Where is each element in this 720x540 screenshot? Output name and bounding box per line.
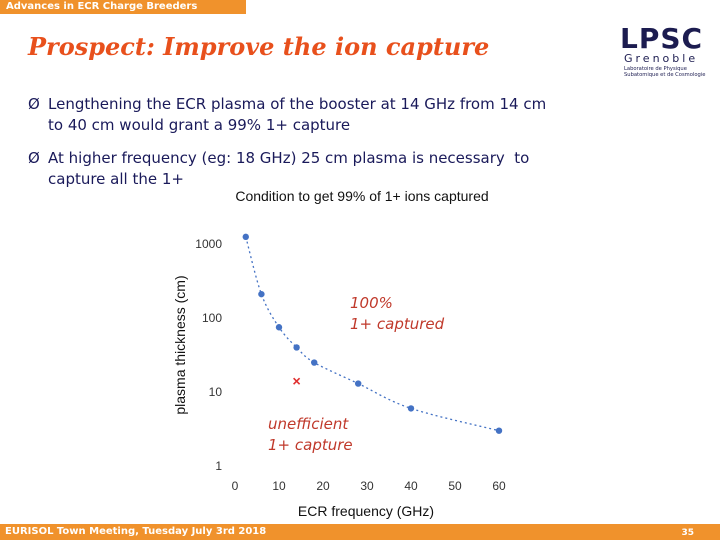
data-point [311,359,318,366]
bullet-1-line-2: to 40 cm would grant a 99% 1+ capture [48,116,351,134]
y-tick-label: 1 [215,459,222,473]
series-curve [245,236,500,432]
y-tick-label: 100 [202,311,222,325]
x-tick-label: 40 [404,479,418,493]
section-title: Advances in ECR Charge Breeders [6,1,198,12]
footer-bar: EURISOL Town Meeting, Tuesday July 3rd 2… [0,524,720,540]
x-tick-label: 10 [272,479,286,493]
data-point [355,380,362,387]
bullet-arrow-icon: Ø [28,149,40,167]
bullet-arrow-icon: Ø [28,95,40,113]
cross-marker [293,377,301,385]
logo-letters: LPSC [620,22,703,55]
annotation-full-capture: 100% 1+ captured [350,294,445,333]
x-tick-label: 50 [448,479,462,493]
y-tick-label: 1000 [195,237,222,251]
logo-city: Grenoble [624,52,698,65]
y-tick-label: 10 [209,385,223,399]
chart-title: Condition to get 99% of 1+ ions captured [235,188,488,204]
data-point [407,405,415,412]
lpsc-logo: LPSC Grenoble Laboratoire de Physique Su… [620,22,705,78]
x-tick-label: 60 [492,479,506,493]
footer-event: EURISOL Town Meeting, Tuesday July 3rd 2… [5,526,267,537]
x-tick-label: 0 [232,479,239,493]
page-number: 35 [681,528,694,538]
bullet-2-line-1: At higher frequency (eg: 18 GHz) 25 cm p… [48,149,530,167]
chart-xlabel: ECR frequency (GHz) [298,503,434,519]
data-point [242,233,249,241]
data-point [495,427,503,434]
logo-line-1: Laboratoire de Physique [624,66,687,72]
annotation-inefficient-capture: unefficient 1+ capture [268,415,353,454]
bullet-1-line-1: Lengthening the ECR plasma of the booste… [48,95,547,113]
x-tick-label: 20 [316,479,330,493]
chart-ylabel: plasma thickness (cm) [172,275,188,414]
bullet-2-line-2: capture all the 1+ [48,170,184,188]
logo-line-2: Subatomique et de Cosmologie [624,72,705,78]
slide-title: Prospect: Improve the ion capture [28,32,490,61]
data-point [258,290,265,298]
header-bar: Advances in ECR Charge Breeders [0,0,246,14]
data-point [293,344,300,351]
x-tick-label: 30 [360,479,374,493]
data-point [275,324,283,331]
